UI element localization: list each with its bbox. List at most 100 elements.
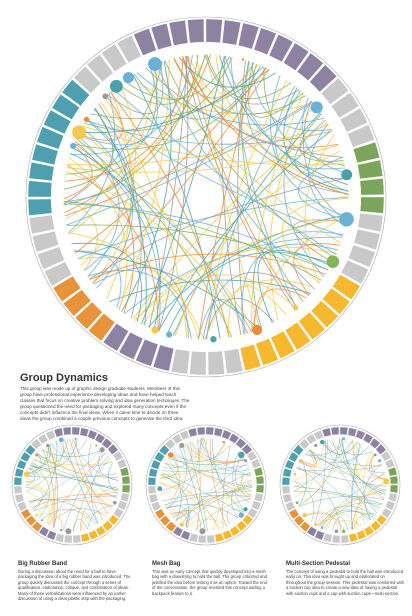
ring-segment: [331, 534, 341, 544]
ring-segment: [235, 437, 247, 449]
chord: [245, 61, 346, 170]
node: [292, 304, 299, 311]
ring-segment: [189, 350, 207, 376]
node: [342, 437, 346, 441]
chord: [298, 438, 340, 507]
chord: [28, 499, 114, 507]
chord: [198, 299, 252, 340]
node: [238, 512, 245, 518]
chord: [212, 439, 244, 513]
ring-segment: [384, 458, 396, 469]
ring-segment: [306, 526, 318, 537]
chord: [166, 444, 187, 510]
chord: [173, 58, 307, 115]
ring-segment: [356, 529, 367, 541]
chord: [63, 144, 93, 200]
node: [321, 526, 324, 530]
chord: [181, 56, 349, 196]
ring-segment: [52, 275, 81, 302]
ring-segment: [116, 458, 128, 469]
node: [238, 451, 245, 459]
ring-segment: [14, 467, 24, 478]
ring-segment: [369, 437, 381, 449]
ring-segment: [363, 525, 375, 537]
ring-segment: [46, 530, 57, 541]
chord: [134, 217, 347, 321]
chord: [165, 454, 180, 508]
node: [383, 478, 390, 485]
ring-segment: [281, 476, 291, 486]
ring-segment: [54, 533, 65, 543]
ring-segment: [165, 521, 177, 533]
chord: [33, 446, 54, 466]
ring-segment: [36, 126, 65, 150]
node: [95, 444, 98, 447]
node: [314, 523, 318, 526]
chord: [307, 123, 346, 227]
ring-segment: [359, 196, 385, 214]
chord: [161, 464, 248, 472]
ring-segment: [389, 475, 399, 485]
chord: [93, 267, 189, 339]
chord: [165, 505, 188, 528]
ring-segment: [247, 507, 258, 519]
chord: [148, 55, 188, 328]
ring-segment: [154, 451, 165, 463]
chord: [28, 467, 92, 528]
ring-segment: [113, 507, 124, 519]
chord: [72, 438, 119, 481]
chord: [307, 447, 368, 464]
chord: [250, 93, 304, 332]
chord: [42, 448, 55, 528]
ring-segment: [281, 485, 291, 495]
node: [113, 500, 117, 505]
chord: [109, 279, 311, 303]
ring-segment: [108, 514, 120, 526]
ring-segment: [37, 246, 65, 270]
chord: [253, 288, 307, 331]
chord: [41, 508, 96, 526]
chord: [170, 455, 253, 491]
node: [378, 459, 382, 463]
chord: [32, 459, 113, 466]
description: This group was made up of graphic design…: [20, 386, 190, 421]
chord: [175, 471, 251, 521]
chord: [209, 438, 227, 527]
ring-segment: [51, 93, 80, 120]
chord: [31, 493, 118, 509]
ring-segment: [313, 429, 324, 441]
ring-segment: [205, 18, 223, 44]
chord: [89, 253, 326, 280]
ring-segment: [221, 429, 232, 440]
ring-segment: [348, 532, 359, 543]
chord: [29, 449, 102, 504]
ring-segment: [214, 532, 225, 543]
node: [341, 529, 346, 533]
node: [302, 513, 307, 518]
chord: [340, 438, 386, 496]
node: [314, 443, 318, 448]
chord: [145, 67, 343, 158]
chord: [297, 156, 347, 221]
node: [148, 57, 162, 71]
chord: [299, 461, 387, 480]
ring-segment: [187, 18, 205, 44]
ring-segment: [250, 458, 262, 469]
chord: [98, 449, 119, 481]
chord: [118, 59, 170, 310]
chord: [66, 224, 329, 271]
ring-segment: [119, 466, 130, 477]
ring-segment: [255, 484, 265, 494]
chord: [65, 64, 158, 175]
ring-segment: [339, 426, 349, 436]
chord: [299, 113, 344, 162]
ring-segment: [288, 451, 299, 463]
chord: [74, 67, 267, 254]
chord: [196, 439, 201, 531]
ring-segment: [389, 484, 399, 494]
chord: [304, 134, 335, 284]
chord: [80, 83, 136, 266]
ring-segment: [353, 141, 380, 164]
chord: [215, 54, 333, 139]
chord: [37, 513, 65, 531]
